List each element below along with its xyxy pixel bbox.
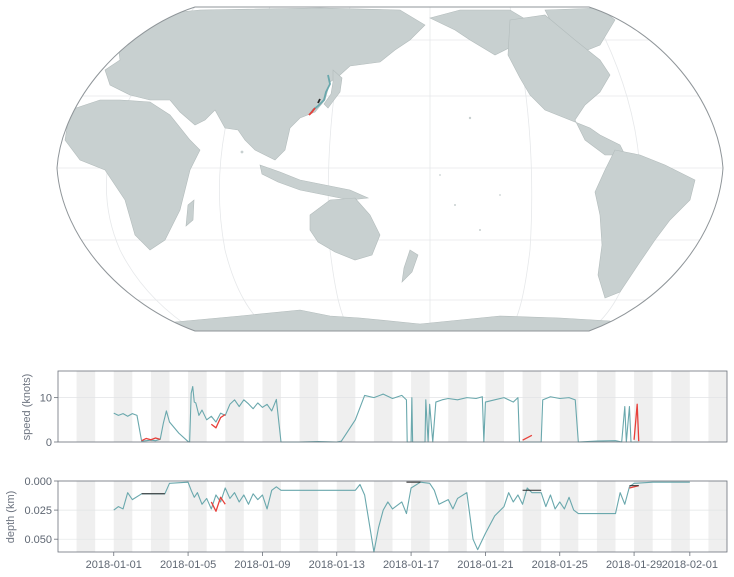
- x-tick-label: 2018-01-29: [606, 559, 662, 571]
- speed-y-ticks: 0 10: [40, 393, 58, 449]
- speed-chart: 0 10 speed (knots): [21, 370, 728, 449]
- speed-day-stripe: [671, 371, 690, 442]
- ship-track: [308, 74, 331, 116]
- depth-day-stripe: [634, 481, 653, 552]
- depth-day-stripe: [150, 481, 170, 552]
- speed-y-tick-label: 0: [46, 437, 52, 449]
- depth-day-stripe: [299, 481, 319, 552]
- ship-track-gap: [317, 98, 321, 104]
- map-outline: [56, 6, 724, 332]
- speed-day-stripe: [225, 371, 244, 442]
- speed-day-stripe: [708, 371, 727, 442]
- depth-day-stripe: [448, 481, 467, 552]
- speed-day-stripes: [76, 371, 727, 442]
- speed-anomaly-segment: [141, 437, 161, 442]
- speed-day-stripe: [262, 371, 281, 442]
- depth-day-stripe: [708, 481, 727, 552]
- depth-day-stripe: [113, 481, 133, 552]
- speed-plot-frame: [57, 370, 728, 443]
- landmass-indonesia: [259, 164, 370, 201]
- depth-track-line: [113, 481, 690, 553]
- speed-y-axis-label: speed (knots): [21, 374, 33, 441]
- landmass-madagascar: [185, 199, 195, 227]
- speed-day-stripe: [373, 371, 393, 442]
- x-tick-label: 2018-01-25: [532, 559, 588, 571]
- landmass-australia: [309, 197, 381, 261]
- landmass-japan: [323, 69, 343, 109]
- depth-y-tick-label: 0.025: [24, 505, 52, 517]
- speed-day-stripe: [634, 371, 653, 442]
- ship-track-anomaly: [308, 107, 316, 116]
- landmass-new-zealand: [401, 249, 419, 283]
- landmass-antarctica: [169, 309, 621, 331]
- landmass-south-america: [594, 149, 696, 299]
- speed-day-stripe: [448, 371, 467, 442]
- pacific-islands: [240, 116, 501, 231]
- depth-y-tick-label: 0.000: [24, 476, 52, 488]
- depth-day-stripe: [336, 481, 356, 552]
- depth-day-stripe: [373, 481, 393, 552]
- speed-day-stripe: [596, 371, 616, 442]
- depth-day-stripe: [76, 481, 96, 552]
- speed-y-tick-label: 10: [40, 393, 52, 405]
- landmass-eurasia: [104, 7, 426, 161]
- speed-day-stripe: [113, 371, 133, 442]
- x-tick-label: 2018-01-17: [383, 559, 439, 571]
- speed-anomaly-segment: [210, 413, 226, 429]
- land-masses: [64, 7, 696, 331]
- depth-day-stripe: [262, 481, 281, 552]
- x-tick-label: 2018-01-01: [86, 559, 142, 571]
- depth-day-stripe: [671, 481, 690, 552]
- speed-day-stripe: [522, 371, 542, 442]
- depth-day-stripe: [522, 481, 542, 552]
- speed-day-stripe: [485, 371, 504, 442]
- landmass-africa: [64, 99, 201, 251]
- speed-day-stripe: [411, 371, 430, 442]
- x-tick-label: 2018-02-01: [662, 559, 718, 571]
- depth-anomaly-segment: [210, 496, 226, 512]
- speed-day-stripe: [336, 371, 356, 442]
- depth-day-stripes: [76, 481, 727, 552]
- depth-day-stripe: [225, 481, 244, 552]
- depth-day-stripe: [596, 481, 616, 552]
- speed-day-stripe: [150, 371, 170, 442]
- world-map: [56, 6, 724, 332]
- depth-day-stripe: [411, 481, 430, 552]
- speed-day-stripe: [76, 371, 96, 442]
- x-tick-label: 2018-01-21: [457, 559, 513, 571]
- speed-day-stripe: [299, 371, 319, 442]
- x-tick-label: 2018-01-13: [309, 559, 365, 571]
- depth-plot-frame: [57, 480, 728, 553]
- depth-x-ticks: 2018-01-01 2018-01-05 2018-01-09 2018-01-13…: [86, 552, 718, 571]
- depth-y-tick-label: 0.050: [24, 534, 52, 546]
- depth-series: [113, 481, 690, 553]
- speed-anomaly-segment: [633, 403, 640, 442]
- x-tick-label: 2018-01-09: [234, 559, 290, 571]
- depth-day-stripe: [188, 481, 207, 552]
- depth-y-ticks: 0.000 0.025 0.050: [24, 476, 58, 546]
- depth-day-stripe: [559, 481, 579, 552]
- x-tick-label: 2018-01-05: [160, 559, 216, 571]
- depth-y-axis-label: depth (km): [5, 491, 17, 544]
- speed-day-stripe: [559, 371, 579, 442]
- speed-anomaly-segment: [522, 434, 533, 441]
